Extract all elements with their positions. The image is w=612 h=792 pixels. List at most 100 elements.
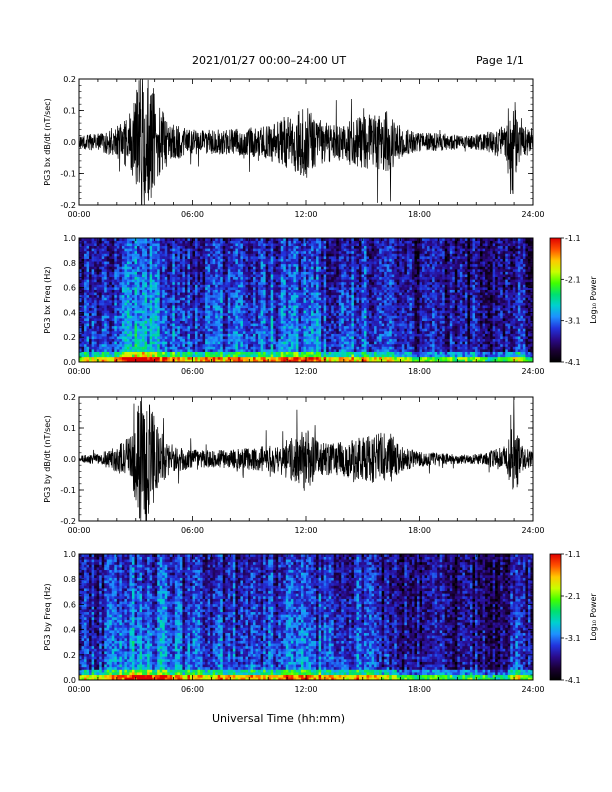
heatmap-cell [323,323,327,327]
heatmap-cell [104,315,108,319]
heatmap-cell [139,258,143,262]
heatmap-cell [91,263,95,267]
heatmap-cell [318,269,322,272]
x-tick-label: 06:00 [181,210,204,219]
heatmap-cell [306,284,309,288]
heatmap-cell [192,333,196,337]
heatmap-cell [290,333,294,337]
heatmap-cell [137,318,140,321]
heatmap-cell [215,328,219,332]
heatmap-cell [220,240,224,244]
heatmap-cell [89,245,92,249]
heatmap-cell [116,250,120,254]
heatmap-cell [207,341,211,345]
heatmap-cell [81,349,85,352]
heatmap-cell [152,305,155,309]
heatmap-cell [253,331,256,334]
heatmap-cell [182,261,186,265]
heatmap-cell [283,351,287,355]
heatmap-cell [313,266,317,270]
heatmap-cell [167,310,171,314]
heatmap-cell [280,300,284,303]
heatmap-cell [240,245,244,249]
heatmap-cell [129,354,133,358]
heatmap-cell [129,276,133,280]
heatmap-cell [258,323,261,327]
heatmap-cell [222,253,226,257]
heatmap-cell [255,287,259,290]
heatmap-cell [202,312,206,316]
heatmap-cell [164,315,168,319]
heatmap-cell [273,240,277,244]
heatmap-cell [285,294,289,298]
heatmap-cell [235,245,239,249]
heatmap-cell [295,240,299,244]
heatmap-cell [189,253,193,257]
heatmap-cell [179,351,183,355]
heatmap-cell [318,333,322,337]
heatmap-cell [195,346,198,350]
heatmap-cell [318,253,322,257]
heatmap-cell [197,261,201,265]
heatmap-cell [159,328,163,332]
heatmap-cell [230,284,234,288]
y-tick-label: 0.1 [63,107,76,116]
heatmap-cell [84,250,87,254]
heatmap-cell [295,354,299,358]
heatmap-cell [205,276,208,280]
heatmap-cell [195,325,198,329]
heatmap-cell [202,245,206,249]
heatmap-cell [215,300,219,303]
heatmap-cell [86,331,90,334]
heatmap-cell [104,305,108,309]
heatmap-cell [270,253,274,257]
heatmap-cell [326,263,329,267]
heatmap-cell [326,359,329,363]
heatmap-cell [290,300,294,303]
heatmap-cell [79,279,82,283]
heatmap-cell [172,248,176,252]
heatmap-cell [129,258,133,262]
heatmap-cell [86,274,90,278]
heatmap-cell [142,289,145,293]
heatmap-cell [137,250,140,254]
heatmap-cell [245,351,249,355]
heatmap-cell [179,240,183,244]
heatmap-cell [288,261,292,265]
heatmap-cell [84,310,87,314]
heatmap-cell [126,292,130,296]
heatmap-cell [121,359,125,363]
heatmap-cell [235,263,239,267]
heatmap-cell [222,258,226,262]
heatmap-cell [139,338,143,342]
heatmap-cell [300,238,304,241]
heatmap-cell [162,300,166,303]
heatmap-cell [144,250,148,254]
heatmap-cell [326,292,329,296]
heatmap-cell [126,276,130,280]
heatmap-cell [172,351,176,355]
heatmap-cell [195,305,198,309]
heatmap-cell [154,331,158,334]
heatmap-cell [192,312,196,316]
heatmap-cell [187,287,191,290]
heatmap-cell [109,349,113,352]
heatmap-cell [91,297,95,301]
heatmap-cell [268,356,271,360]
heatmap-cell [288,250,292,254]
heatmap-cell [137,331,140,334]
heatmap-cell [189,284,193,288]
heatmap-cell [313,250,317,254]
heatmap-cell [179,302,183,306]
heatmap-cell [217,274,221,278]
heatmap-cell [240,266,244,270]
heatmap-cell [316,354,319,358]
heatmap-cell [308,289,312,293]
heatmap-cell [81,302,85,306]
heatmap-cell [109,271,113,275]
heatmap-cell [222,279,226,283]
heatmap-cell [195,300,198,303]
heatmap-cell [242,294,246,298]
heatmap-cell [227,356,231,360]
heatmap-cell [326,320,329,324]
